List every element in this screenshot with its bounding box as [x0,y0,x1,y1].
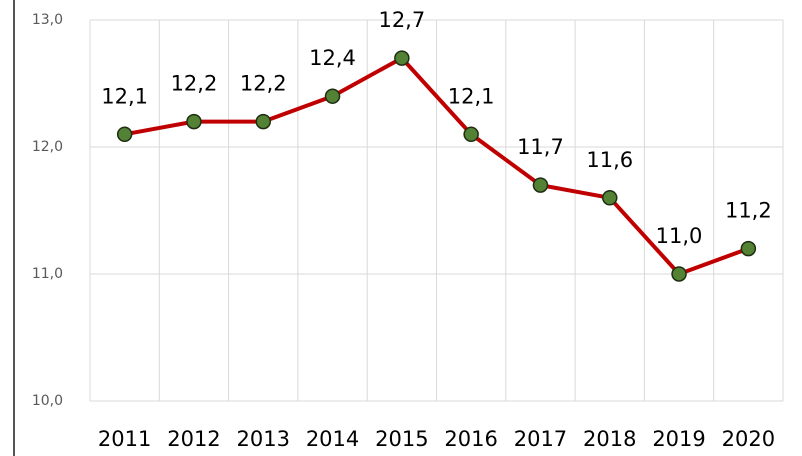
y-tick-label: 13,0 [32,12,63,28]
data-label: 12,1 [101,84,148,108]
data-point [186,113,202,130]
y-tick-label: 11,0 [32,266,63,282]
data-label: 11,2 [725,199,772,223]
x-tick-label: 2019 [652,427,705,451]
data-point [740,240,757,257]
data-label: 12,7 [378,8,425,32]
y-tick-label: 10,0 [32,393,63,409]
x-tick-label: 2011 [98,427,151,451]
data-point [255,113,271,130]
series-line [124,56,750,276]
data-label: 11,6 [586,148,633,172]
data-point [602,190,618,206]
y-tick-label: 12,0 [32,139,63,155]
x-tick-label: 2017 [514,427,567,451]
x-tick-label: 2016 [444,427,497,451]
x-tick-label: 2013 [237,427,290,451]
x-tick-label: 2012 [167,427,220,451]
data-point [463,126,479,143]
data-label: 11,0 [656,224,703,248]
data-point [394,50,410,66]
data-label: 11,7 [517,135,564,159]
data-point [116,126,133,143]
x-tick-label: 2015 [375,427,428,451]
x-tick-label: 2018 [583,427,636,451]
data-point [671,266,687,282]
x-tick-label: 2014 [306,427,359,451]
data-label: 12,2 [240,72,287,96]
data-point [532,177,549,193]
data-label: 12,4 [309,46,356,70]
data-label: 12,1 [448,84,495,108]
data-point [324,88,341,104]
x-tick-label: 2020 [722,427,775,451]
data-label: 12,2 [171,72,218,96]
